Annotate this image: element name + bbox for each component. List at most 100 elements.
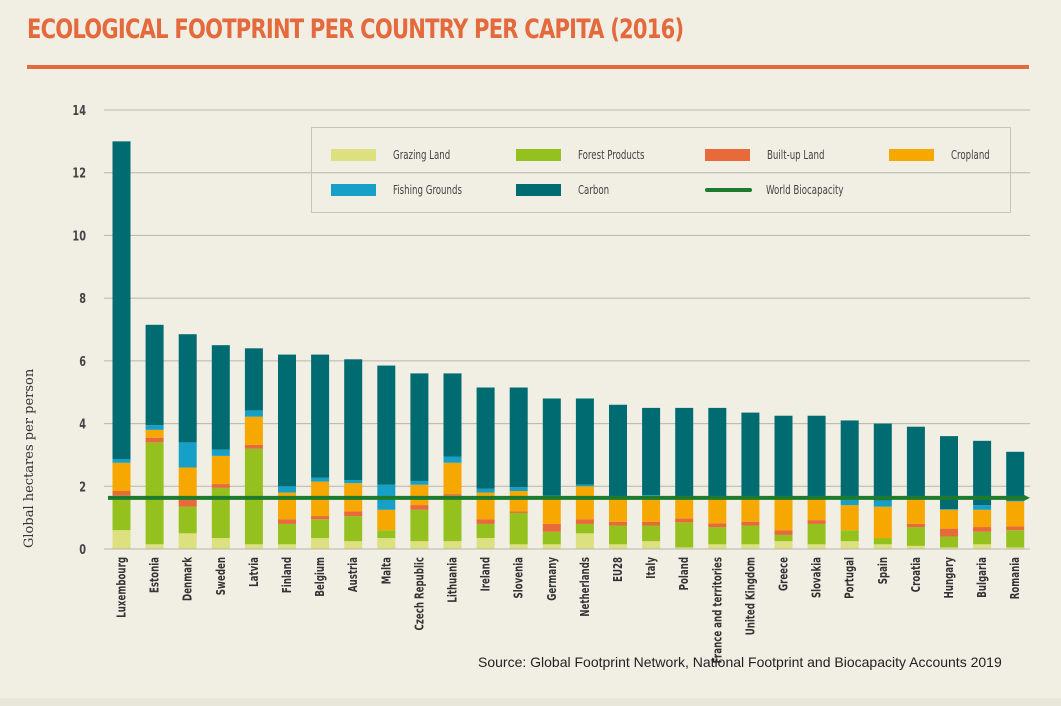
bar-segment-forest [873, 538, 892, 545]
legend: Grazing Land Forest Products Built-up La… [311, 127, 1011, 213]
bar-segment-builtup [410, 505, 429, 510]
bar-segment-builtup [542, 523, 561, 532]
bar-segment-grazing [145, 544, 164, 549]
bar-segment-grazing [675, 547, 694, 549]
x-tick-label: Denmark [181, 556, 195, 601]
bar-segment-grazing [807, 544, 826, 549]
bar-segment-carbon [344, 359, 363, 481]
bar-segment-grazing [178, 533, 197, 549]
bar-segment-cropland [244, 416, 263, 445]
legend-swatch-builtup [705, 149, 750, 161]
bar-segment-carbon [708, 407, 727, 498]
bar-segment-fishing [112, 459, 131, 463]
bar-segment-builtup [675, 518, 694, 523]
bar-segment-forest [609, 525, 627, 545]
bar-segment-carbon [311, 354, 330, 478]
y-tick-label: 8 [79, 291, 86, 307]
x-tick-label: Slovakia [810, 557, 824, 598]
legend-swatch-carbon [516, 184, 561, 196]
legend-label: Carbon [578, 183, 610, 197]
bar-segment-fishing [178, 442, 197, 468]
bar-segment-forest [1006, 530, 1025, 548]
bar-segment-forest [278, 523, 296, 545]
bar-segment-cropland [211, 455, 230, 485]
bar-segment-carbon [906, 426, 925, 497]
bar-segment-grazing [906, 545, 925, 549]
bar-segment-forest [575, 523, 594, 534]
bar-segment-fishing [973, 505, 992, 510]
bar-segment-cropland [1006, 501, 1025, 527]
bar-segment-grazing [609, 544, 627, 549]
legend-label: Fishing Grounds [393, 183, 462, 197]
bar-segment-carbon [642, 407, 661, 496]
bar-segment-fishing [443, 456, 462, 463]
bar-segment-forest [443, 495, 462, 542]
bar-segment-builtup [575, 519, 594, 524]
bar-segment-builtup [708, 523, 727, 528]
bar-segment-builtup [311, 516, 330, 520]
bar-segment-cropland [443, 462, 462, 495]
x-tick-label: Latvia [248, 557, 262, 587]
bar-segment-cropland [410, 484, 429, 506]
bar-segment-carbon [178, 334, 197, 443]
bottom-band [0, 698, 1061, 706]
x-tick-label: Germany [545, 557, 559, 601]
bar-segment-carbon [443, 373, 462, 457]
bar-segment-cropland [774, 497, 793, 531]
bar-segment-cropland [940, 509, 958, 529]
bar-segment-grazing [774, 541, 793, 549]
y-tick-label: 14 [72, 103, 86, 119]
bar-segment-fishing [344, 480, 363, 484]
legend-item-cropland: Cropland [889, 148, 1000, 162]
legend-swatch-fishing [331, 184, 376, 196]
bar-segment-forest [377, 530, 396, 539]
bar-segment-builtup [344, 511, 363, 517]
bar-segment-grazing [873, 544, 892, 549]
bar-segment-carbon [609, 404, 627, 497]
bar-segment-builtup [1006, 526, 1025, 531]
bar-segment-carbon [410, 373, 429, 481]
bar-segment-fishing [840, 498, 859, 506]
bar-segment-carbon [1006, 451, 1025, 501]
bar-segment-grazing [940, 547, 958, 549]
legend-swatch-forest [516, 149, 561, 161]
bar-segment-builtup [973, 527, 992, 532]
x-tick-label: United Kingdom [744, 557, 758, 635]
bar-segment-forest [741, 525, 760, 545]
bar-segment-carbon [873, 423, 892, 501]
bar-segment-grazing [311, 538, 330, 549]
bar-segment-carbon [575, 398, 594, 485]
bar-segment-carbon [840, 420, 859, 499]
y-tick-label: 0 [79, 542, 86, 558]
bar-segment-grazing [642, 541, 661, 549]
bar-segment-fishing [509, 487, 528, 491]
bar-segment-forest [940, 536, 958, 548]
bar-segment-forest [211, 487, 230, 539]
bar-segment-cropland [642, 496, 661, 522]
x-tick-label: Sweden [214, 557, 228, 595]
y-tick-label: 2 [79, 479, 86, 495]
bar-segment-grazing [377, 538, 396, 549]
bar-segment-grazing [708, 544, 727, 549]
bar-segment-forest [476, 523, 495, 539]
bar-segment-builtup [178, 498, 197, 507]
bar-segment-forest [509, 512, 528, 545]
bar-segment-cropland [807, 496, 826, 521]
x-tick-label: Estonia [148, 557, 162, 593]
x-tick-label: Portugal [843, 557, 857, 599]
bar-segment-cropland [840, 505, 859, 531]
bar-segment-cropland [112, 462, 131, 491]
bar-segment-carbon [278, 354, 296, 487]
y-axis-label: Global hectares per person [22, 368, 37, 548]
bar-segment-grazing [542, 544, 561, 549]
bar-segment-forest [774, 534, 793, 542]
legend-item-fishing: Fishing Grounds [331, 183, 479, 197]
bar-segment-cropland [542, 497, 561, 524]
bar-segment-fishing [575, 484, 594, 487]
bar-segment-carbon [807, 415, 826, 497]
bar-segment-forest [807, 523, 826, 545]
legend-item-biocapacity: World Biocapacity [705, 183, 863, 197]
bar-segment-fishing [642, 495, 661, 497]
bar-segment-builtup [807, 520, 826, 524]
bar-segment-builtup [642, 521, 661, 526]
